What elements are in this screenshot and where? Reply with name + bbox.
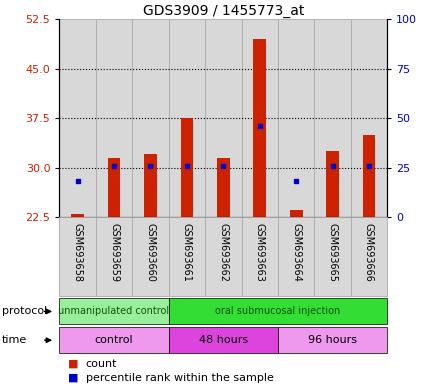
Bar — [144, 154, 157, 217]
Text: GSM693666: GSM693666 — [364, 223, 374, 282]
Bar — [242, 19, 278, 217]
Text: GSM693662: GSM693662 — [218, 223, 228, 282]
Text: time: time — [2, 335, 27, 345]
Text: GSM693660: GSM693660 — [146, 223, 155, 282]
Bar — [205, 217, 242, 296]
Text: oral submucosal injection: oral submucosal injection — [215, 306, 341, 316]
Bar — [278, 19, 314, 217]
Bar — [278, 217, 314, 296]
Bar — [169, 217, 205, 296]
Bar — [132, 19, 169, 217]
Bar — [96, 19, 132, 217]
Text: protocol: protocol — [2, 306, 48, 316]
Text: control: control — [95, 335, 133, 345]
Text: GSM693659: GSM693659 — [109, 223, 119, 282]
Text: count: count — [86, 359, 117, 369]
Bar — [351, 217, 387, 296]
Bar — [96, 217, 132, 296]
Bar — [205, 19, 242, 217]
Bar — [132, 217, 169, 296]
Bar — [242, 217, 278, 296]
Bar — [314, 217, 351, 296]
Bar — [363, 134, 375, 217]
Text: percentile rank within the sample: percentile rank within the sample — [86, 373, 274, 383]
Bar — [59, 19, 96, 217]
Bar — [314, 19, 351, 217]
Text: 96 hours: 96 hours — [308, 335, 357, 345]
Bar — [108, 158, 121, 217]
Bar — [290, 210, 303, 217]
Bar — [71, 214, 84, 217]
Text: ■: ■ — [68, 373, 79, 383]
Bar — [180, 118, 193, 217]
Text: GSM693663: GSM693663 — [255, 223, 265, 282]
Text: GSM693664: GSM693664 — [291, 223, 301, 282]
Title: GDS3909 / 1455773_at: GDS3909 / 1455773_at — [143, 4, 304, 18]
Text: unmanipulated control: unmanipulated control — [59, 306, 169, 316]
Text: GSM693665: GSM693665 — [327, 223, 337, 282]
Bar — [59, 217, 96, 296]
Text: 48 hours: 48 hours — [199, 335, 248, 345]
Bar — [351, 19, 387, 217]
Bar — [326, 151, 339, 217]
Text: GSM693661: GSM693661 — [182, 223, 192, 282]
Bar — [253, 39, 266, 217]
Text: GSM693658: GSM693658 — [73, 223, 83, 282]
Bar — [217, 158, 230, 217]
Text: ■: ■ — [68, 359, 79, 369]
Bar — [169, 19, 205, 217]
